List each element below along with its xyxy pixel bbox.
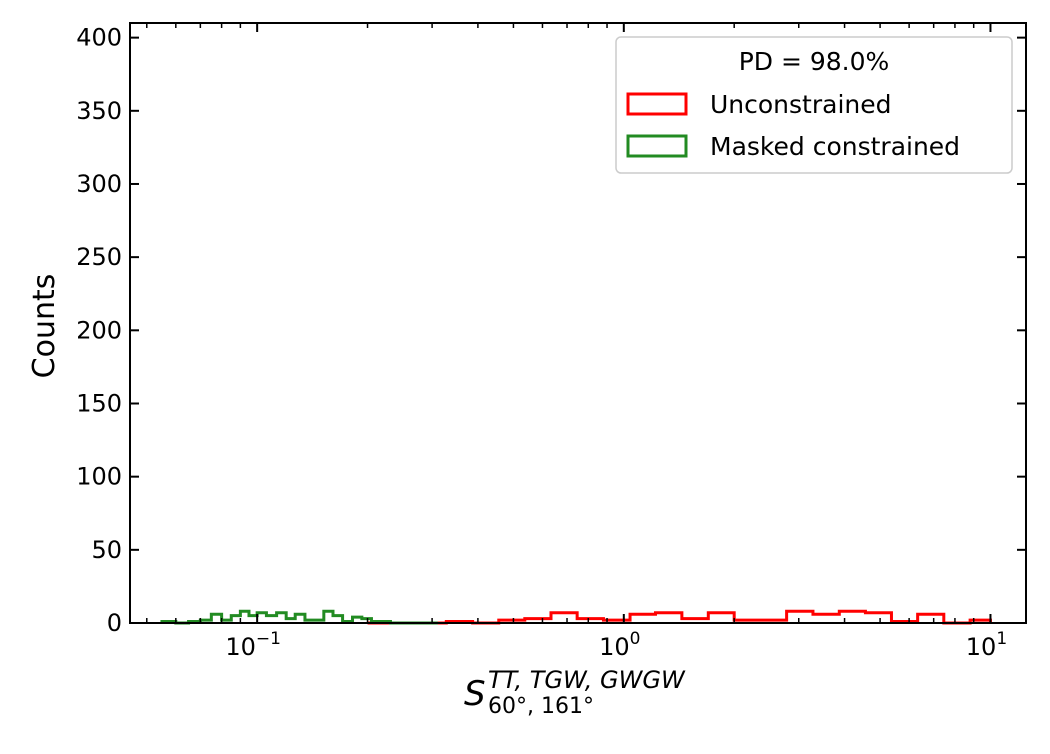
y-tick-label: 300	[76, 170, 122, 198]
y-tick-label: 0	[107, 609, 122, 637]
y-axis-label: Counts	[27, 274, 62, 379]
x-axis-label-superscript: TT, TGW, GWGW	[488, 666, 686, 694]
y-tick-label: 350	[76, 97, 122, 125]
legend-swatch-unconstrained	[626, 92, 688, 116]
y-tick-label: 200	[76, 316, 122, 344]
x-axis-label-subscript: 60°, 161°	[488, 694, 594, 719]
legend-label-masked-constrained: Masked constrained	[710, 132, 960, 161]
legend-swatch-masked-constrained	[626, 134, 688, 158]
y-tick-label: 150	[76, 389, 122, 417]
legend: PD = 98.0% Unconstrained Masked constrai…	[615, 36, 1013, 174]
histogram-series-masked-constrained	[160, 609, 438, 625]
legend-box	[615, 36, 1013, 174]
plot-content	[160, 609, 992, 625]
histogram-series-unconstrained	[367, 609, 992, 625]
y-tick-label: 400	[76, 24, 122, 52]
y-tick-label: 250	[76, 243, 122, 271]
legend-title: PD = 98.0%	[739, 47, 890, 76]
x-tick-label: 101	[966, 629, 1007, 661]
y-tick-label: 100	[76, 463, 122, 491]
y-tick-label: 50	[91, 536, 122, 564]
x-axis-label-base: S	[464, 674, 486, 714]
axis-ticks: 0 50 100 150 200 250 300 350 400 10−1 100 101	[76, 23, 1026, 661]
x-tick-label: 100	[599, 629, 640, 661]
x-tick-label: 10−1	[225, 629, 281, 661]
legend-label-unconstrained: Unconstrained	[710, 90, 892, 119]
x-axis-label: S TT, TGW, GWGW 60°, 161°	[464, 666, 686, 719]
plot-frame	[129, 22, 1027, 624]
